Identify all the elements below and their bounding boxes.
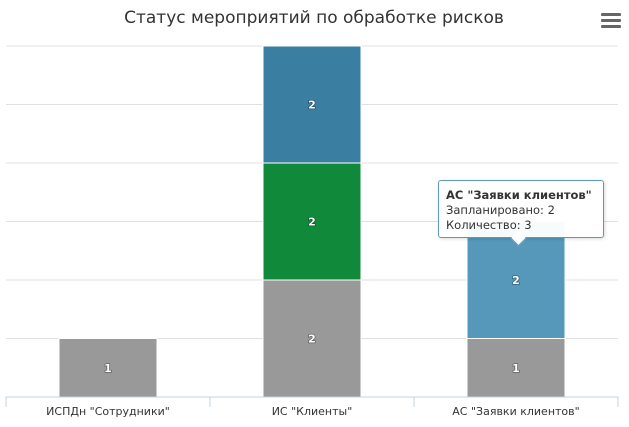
- bar-segment[interactable]: [58, 338, 158, 398]
- bar-segment[interactable]: [262, 162, 362, 281]
- hamburger-menu-icon[interactable]: [601, 13, 621, 29]
- tooltip-title: АС "Заявки клиентов": [446, 188, 592, 202]
- tooltip-line-count: Количество: 3: [446, 218, 532, 232]
- data-label: 1: [104, 362, 112, 375]
- tooltip-line-planned: Запланировано: 2: [446, 203, 555, 217]
- bar-segment[interactable]: [262, 45, 362, 164]
- data-label: 2: [308, 333, 316, 346]
- data-label: 2: [308, 99, 316, 112]
- x-tick-label: ИС "Клиенты": [272, 405, 353, 418]
- bars: 1 2 2 2 1 2: [58, 45, 566, 398]
- data-label: 2: [512, 274, 520, 287]
- chart-title: Статус мероприятий по обработке рисков: [124, 8, 504, 28]
- x-tick-label: ИСПДн "Сотрудники": [46, 405, 170, 418]
- x-tick-label: АС "Заявки клиентов": [452, 405, 579, 418]
- tooltip: АС "Заявки клиентов" Запланировано: 2 Ко…: [438, 180, 604, 247]
- data-label: 2: [308, 216, 316, 229]
- bar-segment[interactable]: [466, 338, 566, 398]
- bar-segment[interactable]: [262, 279, 362, 398]
- data-label: 1: [512, 362, 520, 375]
- x-axis: ИСПДн "Сотрудники" ИС "Клиенты" АС "Заявки…: [5, 396, 619, 418]
